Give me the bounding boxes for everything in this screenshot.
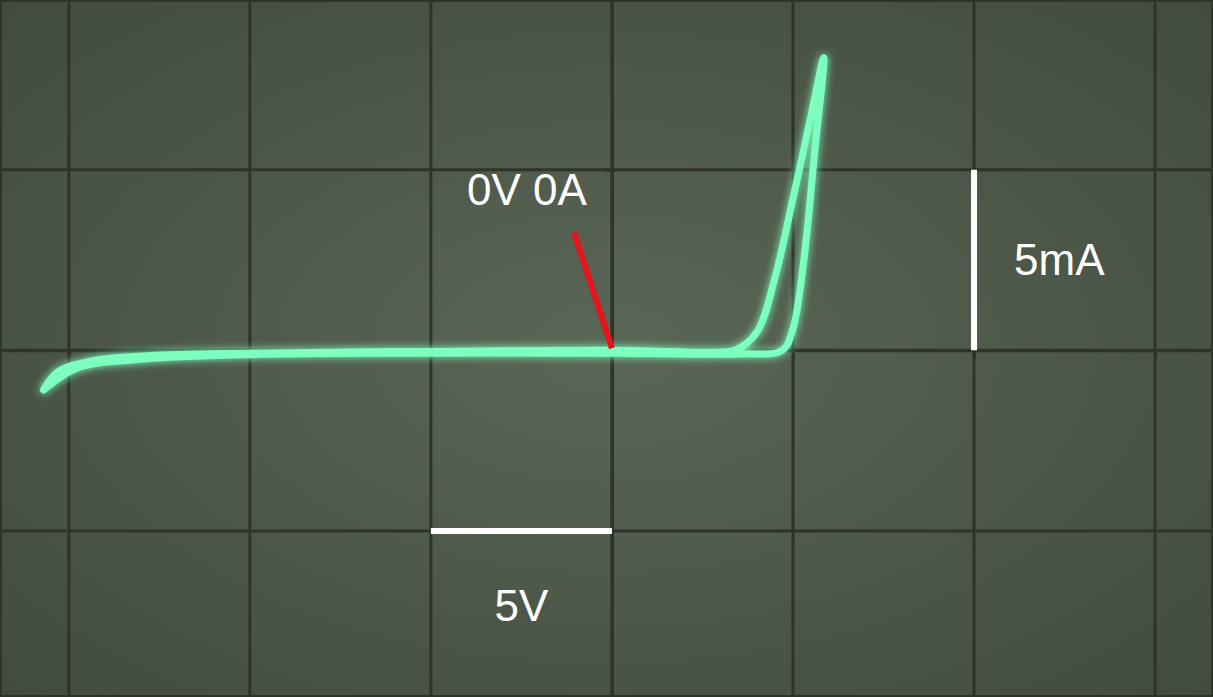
annotation: 0V 0A <box>467 165 588 214</box>
grid-line <box>248 0 251 697</box>
scale-bar <box>971 170 977 351</box>
annotations: 0V 0A 5V 5mA <box>431 165 1105 630</box>
tick-mark <box>604 169 612 172</box>
grid <box>0 0 1213 697</box>
tick <box>1155 350 1156 358</box>
grid-line <box>0 168 1213 171</box>
grid-line <box>973 0 976 697</box>
tick-mark <box>68 350 71 358</box>
tick <box>604 170 612 171</box>
grid-line <box>67 0 70 697</box>
grid-line <box>0 529 1213 532</box>
grid-line <box>791 0 794 697</box>
pointer <box>574 232 612 348</box>
annotation: 5V <box>494 581 548 630</box>
chart: 0V 0A 5V 5mA <box>0 0 1213 697</box>
trace <box>43 58 824 390</box>
tick-mark <box>1154 350 1157 358</box>
plot-area <box>43 58 824 390</box>
background <box>0 0 1213 697</box>
tick-mark <box>792 350 795 358</box>
plot-frame <box>1 1 1212 696</box>
scale-bar <box>431 528 612 534</box>
annotation: 5mA <box>1014 235 1105 284</box>
grid-line <box>1154 0 1157 697</box>
tick <box>69 350 70 358</box>
tick-mark <box>973 350 976 358</box>
tick <box>793 350 794 358</box>
tick <box>974 350 975 358</box>
